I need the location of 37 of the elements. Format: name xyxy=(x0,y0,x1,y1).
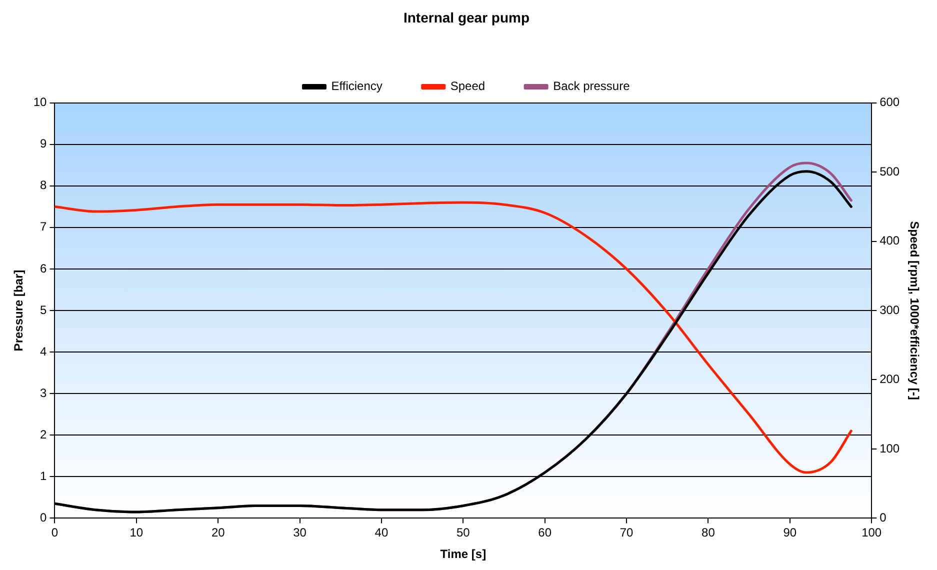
x-axis-title: Time [s] xyxy=(440,547,486,562)
y2-tick-label: 200 xyxy=(880,372,900,386)
x-tick-label: 90 xyxy=(783,526,797,540)
y2-tick-label: 300 xyxy=(880,302,900,317)
y-tick-label: 9 xyxy=(40,136,48,151)
y-tick-label: 5 xyxy=(40,302,48,317)
x-tick-label: 60 xyxy=(538,526,552,540)
y-axis-title: Pressure [bar] xyxy=(12,270,26,352)
y-tick-label: 2 xyxy=(40,427,48,442)
x-tick-label: 20 xyxy=(211,526,226,540)
y-tick-label: 7 xyxy=(40,220,48,234)
chart-title: Internal gear pump xyxy=(403,9,530,26)
y-tick-label: 4 xyxy=(40,344,48,358)
legend-label: Efficiency xyxy=(331,79,382,94)
y2-tick-label: 100 xyxy=(880,441,900,456)
y-tick-label: 1 xyxy=(40,468,48,483)
y-tick-label: 6 xyxy=(40,261,48,276)
x-tick-label: 40 xyxy=(374,526,388,540)
x-tick-label: 0 xyxy=(51,526,58,540)
legend-label: Back pressure xyxy=(553,79,630,94)
y-tick-label: 0 xyxy=(40,510,48,525)
x-tick-label: 70 xyxy=(620,526,634,540)
x-tick-label: 10 xyxy=(130,526,144,540)
legend-label: Speed xyxy=(450,79,486,94)
y2-tick-label: 400 xyxy=(880,234,900,248)
y-tick-label: 8 xyxy=(40,178,48,192)
y-tick-label: 3 xyxy=(40,386,48,400)
y2-tick-label: 500 xyxy=(880,164,900,178)
x-tick-label: 50 xyxy=(456,526,470,540)
y-tick-label: 10 xyxy=(33,95,48,110)
y2-axis-title: Speed [rpm], 1000*efficiency [-] xyxy=(907,221,922,400)
y2-tick-label: 600 xyxy=(880,95,900,110)
x-tick-label: 100 xyxy=(862,526,882,540)
x-tick-label: 30 xyxy=(293,526,307,540)
y2-tick-label: 0 xyxy=(880,510,887,525)
line-series xyxy=(54,201,852,474)
x-tick-label: 80 xyxy=(702,526,716,540)
